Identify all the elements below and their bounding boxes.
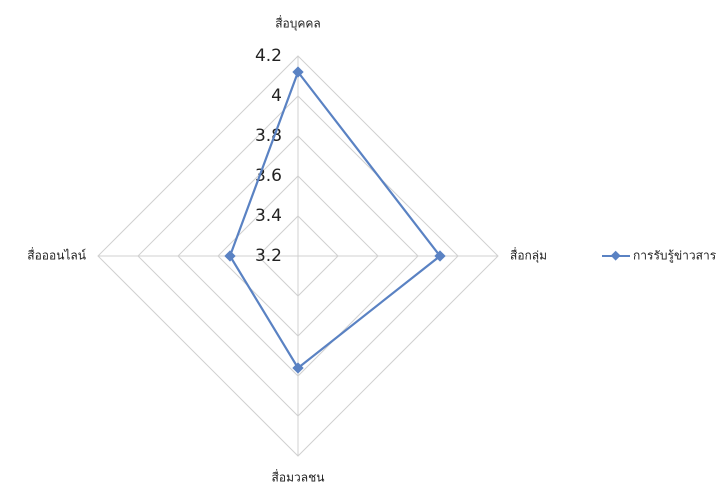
- category-label: สื่อกลุ่ม: [510, 247, 547, 264]
- category-label: สื่อมวลชน: [272, 469, 325, 485]
- category-label: สื่อบุคคล: [275, 15, 321, 32]
- legend-label: การรับรู้ข่าวสาร: [633, 249, 717, 264]
- marker: [434, 250, 446, 262]
- tick-label: 3.2: [255, 246, 282, 266]
- tick-label: 4.2: [255, 46, 282, 66]
- legend-marker: [610, 250, 621, 261]
- marker: [224, 250, 236, 262]
- tick-label: 4: [271, 86, 282, 106]
- category-label: สื่อออนไลน์: [27, 247, 86, 263]
- tick-label: 3.4: [255, 206, 282, 226]
- marker: [292, 362, 304, 374]
